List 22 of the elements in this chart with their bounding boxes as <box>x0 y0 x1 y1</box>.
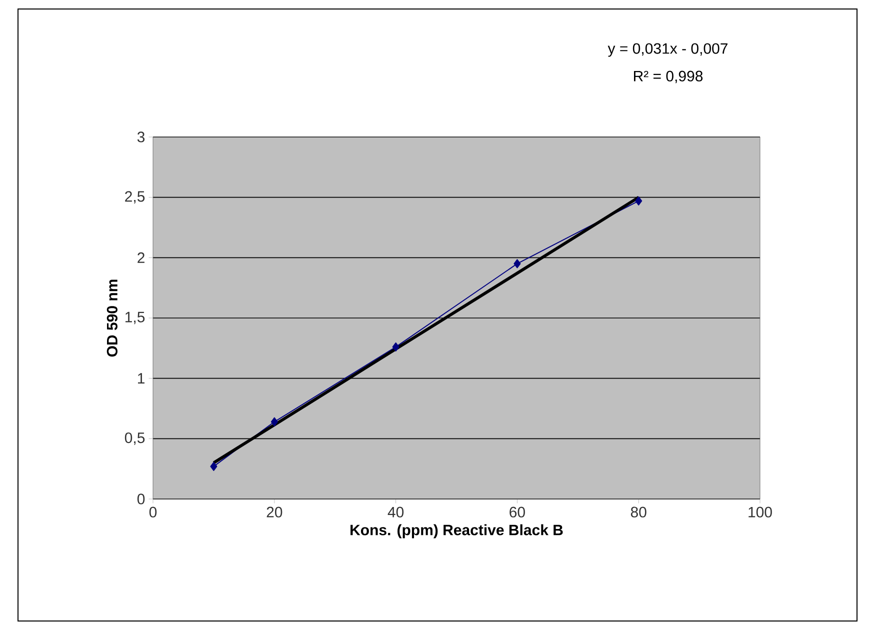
point <box>392 342 400 352</box>
x-tick-label: 40 <box>388 506 404 518</box>
x-tick-label: 20 <box>266 506 282 518</box>
y-tick-label: 2,5 <box>125 191 145 204</box>
y-tick-label: 2 <box>138 252 144 263</box>
y-tick-label: 0,5 <box>124 432 145 445</box>
point <box>270 417 278 426</box>
y-axis-title: OD 590 nm <box>106 280 118 357</box>
x-tick-label: 100 <box>748 506 772 518</box>
y-tick-label: 1,5 <box>125 312 145 324</box>
y-tick-label: 0 <box>137 494 145 504</box>
x-tick-label: 0 <box>149 506 157 518</box>
x-axis-title: Kons. (ppm) Reactive Black B <box>350 524 563 538</box>
text: y = 0,031x - 0,007 <box>608 43 728 57</box>
y-tick-label: 1 <box>138 373 144 384</box>
point <box>210 462 218 471</box>
x-tick-label: 80 <box>630 506 646 518</box>
point <box>514 259 521 268</box>
point <box>635 196 642 206</box>
x-tick-label: 60 <box>510 506 525 518</box>
y-tick-label: 3 <box>137 132 145 142</box>
text: R² = 0,998 <box>634 70 703 84</box>
